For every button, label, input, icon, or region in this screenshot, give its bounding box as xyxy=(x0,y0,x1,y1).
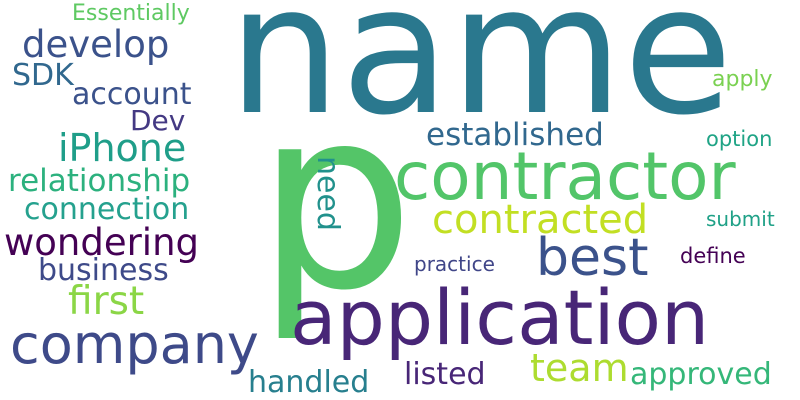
word-contracted: contracted xyxy=(432,197,649,243)
word-submit: submit xyxy=(706,207,775,231)
word-first: first xyxy=(68,279,145,324)
word-p: p xyxy=(256,54,415,345)
word-contractor: contractor xyxy=(394,138,736,215)
word-best: best xyxy=(536,228,649,288)
word-established: established xyxy=(426,117,604,153)
word-apply: apply xyxy=(712,67,773,92)
word-develop: develop xyxy=(22,23,170,66)
word-sdk: SDK xyxy=(12,58,74,93)
word-essentially: Essentially xyxy=(72,1,190,26)
word-account: account xyxy=(72,77,192,112)
word-handled: handled xyxy=(248,365,370,400)
word-practice: practice xyxy=(414,252,495,276)
word-listed: listed xyxy=(404,357,486,392)
word-connection: connection xyxy=(24,192,190,227)
word-approved: approved xyxy=(630,357,772,392)
word-dev: Dev xyxy=(130,104,186,137)
word-company: company xyxy=(10,313,259,376)
word-need: need xyxy=(310,156,345,231)
word-iphone: iPhone xyxy=(58,126,187,170)
word-name: name xyxy=(228,0,733,154)
word-team: team xyxy=(530,346,629,390)
word-option: option xyxy=(706,127,773,151)
word-application: application xyxy=(290,273,710,362)
word-relationship: relationship xyxy=(8,163,191,199)
word-business: business xyxy=(38,253,169,288)
word-define: define xyxy=(680,244,746,268)
word-wondering: wondering xyxy=(4,221,200,264)
